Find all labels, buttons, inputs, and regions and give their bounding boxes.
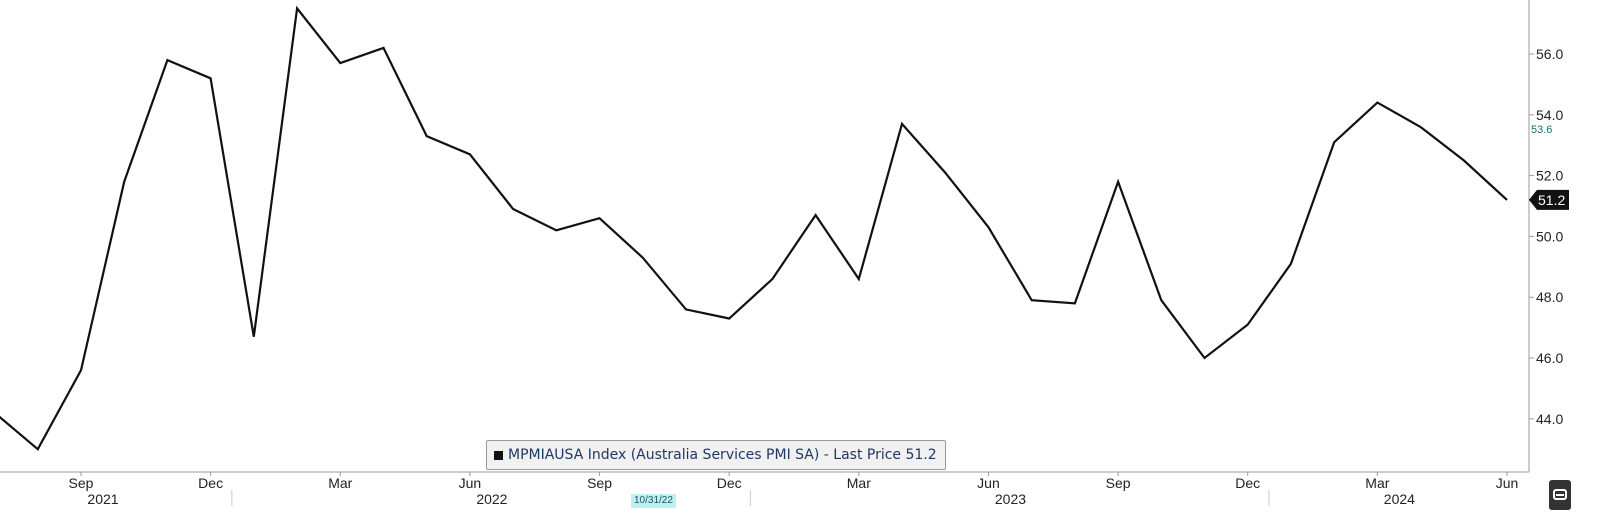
x-tick-label: Jun	[977, 475, 1000, 491]
x-tick-label: Mar	[328, 475, 352, 491]
prev-value-badge: 53.6	[1530, 122, 1552, 136]
chart-options-button[interactable]	[1549, 480, 1571, 510]
y-tick-label: 52.0	[1536, 168, 1563, 184]
x-year-label: 2024	[1384, 491, 1415, 507]
x-tick-label: Sep	[69, 475, 94, 491]
legend: MPMIAUSA Index (Australia Services PMI S…	[486, 440, 946, 470]
prev-value-text: 53.6	[1531, 124, 1552, 136]
y-tick-label: 46.0	[1536, 350, 1563, 366]
x-tick-label: Jun	[459, 475, 482, 491]
legend-swatch	[494, 450, 503, 460]
y-tick-label: 56.0	[1536, 46, 1563, 62]
y-tick-label: 44.0	[1536, 411, 1563, 427]
x-year-label: 2021	[87, 491, 118, 507]
y-tick-label: 48.0	[1536, 289, 1563, 305]
last-price-text: 51.2	[1538, 192, 1565, 208]
y-tick-label: 50.0	[1536, 228, 1563, 244]
x-tick-label: Dec	[198, 475, 223, 491]
date-marker-badge: 10/31/22	[631, 494, 676, 508]
x-tick-label: Jun	[1496, 475, 1519, 491]
series-line	[0, 5, 1508, 451]
legend-label: MPMIAUSA Index (Australia Services PMI S…	[508, 447, 937, 463]
window-icon	[1553, 489, 1567, 500]
y-tick-label: 54.0	[1536, 107, 1563, 123]
y-axis: 44.0 46.0 48.0 50.0 52.0 54.0 56.0 53.6 51.2	[1528, 0, 1569, 472]
last-price-tag: 51.2	[1529, 189, 1569, 210]
x-tick-label: Dec	[717, 475, 742, 491]
x-tick-label: Mar	[1365, 475, 1389, 491]
x-year-label: 2022	[476, 491, 507, 507]
x-tick-label: Dec	[1235, 475, 1260, 491]
x-tick-label: Sep	[1106, 475, 1131, 491]
x-year-label: 2023	[995, 491, 1026, 507]
x-tick-label: Sep	[587, 475, 612, 491]
x-tick-label: Mar	[847, 475, 871, 491]
plot-area	[0, 5, 1508, 451]
